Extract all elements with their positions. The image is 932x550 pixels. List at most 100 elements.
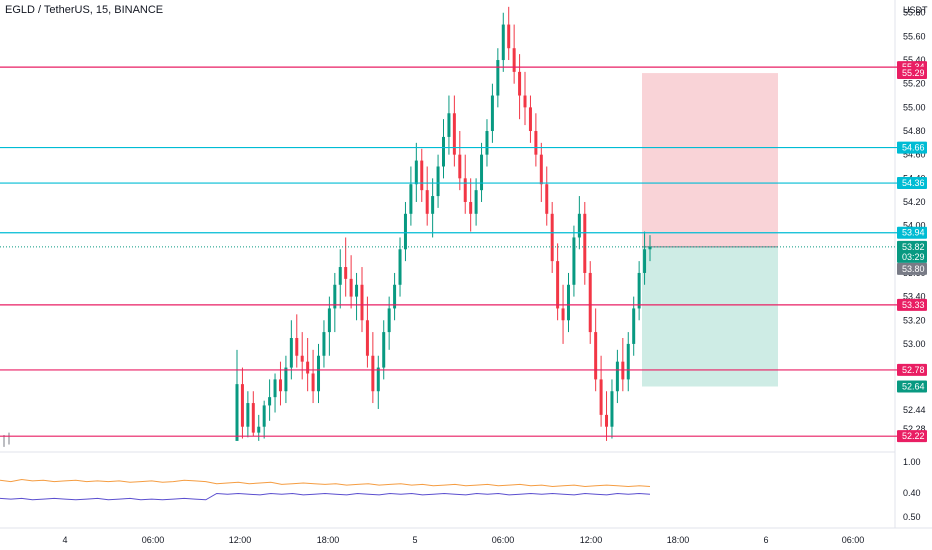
time-tick-label: 6 bbox=[763, 535, 768, 545]
candle-body bbox=[442, 136, 445, 167]
candle-body bbox=[485, 131, 489, 155]
price-axis[interactable]: 55.8055.6055.4055.2055.0054.8054.6054.40… bbox=[0, 8, 927, 443]
time-tick-label: 5 bbox=[412, 535, 417, 545]
price-tick-label: 54.00 bbox=[903, 221, 926, 231]
candle-body bbox=[632, 308, 636, 344]
candle-body bbox=[382, 332, 386, 368]
candle-body bbox=[246, 403, 250, 427]
time-tick-label: 12:00 bbox=[580, 535, 603, 545]
time-tick-label: 06:00 bbox=[492, 535, 515, 545]
candle-body bbox=[360, 284, 364, 321]
candle-body bbox=[327, 308, 331, 333]
level-price-tag: 52.78 bbox=[902, 365, 925, 375]
price-tick-label: 54.20 bbox=[903, 197, 926, 207]
candle-body bbox=[458, 154, 462, 179]
candle-body bbox=[588, 272, 592, 333]
stop-loss-zone bbox=[642, 73, 778, 247]
candle-body bbox=[240, 384, 244, 427]
candle-body bbox=[643, 249, 647, 273]
price-tick-label: 53.00 bbox=[903, 339, 926, 349]
chart-title: EGLD / TetherUS, 15, BINANCE bbox=[5, 4, 164, 16]
price-tick-label: 53.40 bbox=[903, 292, 926, 302]
horizontal-levels[interactable] bbox=[0, 66, 897, 437]
candle-body bbox=[414, 160, 418, 185]
level-price-tag: 53.33 bbox=[902, 300, 925, 310]
time-tick-label: 18:00 bbox=[317, 535, 340, 545]
level-price-tag: 53.94 bbox=[902, 228, 925, 238]
candle-body bbox=[490, 95, 494, 132]
candle-body bbox=[594, 332, 598, 380]
stop-price-tag-bg bbox=[897, 67, 927, 80]
candle-body bbox=[333, 284, 337, 309]
prev-close-tag: 53.80 bbox=[902, 264, 925, 274]
candle-body bbox=[365, 320, 369, 356]
candle-body bbox=[317, 355, 321, 392]
take-profit-zone bbox=[642, 246, 778, 387]
candle-body bbox=[278, 379, 282, 392]
time-tick-label: 18:00 bbox=[667, 535, 690, 545]
target-price-tag: 52.64 bbox=[902, 381, 925, 391]
candle-body bbox=[398, 249, 402, 285]
level-price-tag: 54.66 bbox=[902, 143, 925, 153]
candle-body bbox=[561, 308, 565, 321]
price-tick-label: 53.20 bbox=[903, 315, 926, 325]
candle-body bbox=[626, 343, 630, 380]
candle-body bbox=[480, 154, 484, 191]
price-tick-label: 52.44 bbox=[903, 405, 926, 415]
candle-body bbox=[289, 338, 293, 368]
candle-body bbox=[469, 201, 473, 214]
time-tick-label: 06:00 bbox=[842, 535, 865, 545]
candle-body bbox=[583, 213, 587, 273]
candle-body bbox=[577, 213, 581, 238]
candle-body bbox=[355, 284, 359, 297]
currency-label: USDT bbox=[903, 5, 928, 15]
candle-body bbox=[539, 154, 543, 185]
price-tick-label: 55.40 bbox=[903, 55, 926, 65]
candle-body bbox=[284, 367, 288, 392]
candle-body bbox=[431, 196, 435, 214]
level-price-tag-bg bbox=[897, 298, 927, 311]
price-tick-label: 54.60 bbox=[903, 150, 926, 160]
target-price-tag-bg bbox=[897, 380, 927, 393]
time-tick-label: 06:00 bbox=[142, 535, 165, 545]
candle-body bbox=[534, 131, 538, 155]
position-zones bbox=[642, 73, 778, 387]
candle-body bbox=[322, 332, 326, 356]
candle-body bbox=[306, 361, 310, 374]
candle-body bbox=[393, 284, 397, 309]
candle-body bbox=[512, 48, 516, 72]
indicator-tick-label: 0.40 bbox=[903, 488, 921, 498]
time-axis[interactable]: 4 06:00 12:00 18:00 5 06:00 12:00 18:00 6 06:00 bbox=[62, 535, 864, 545]
candle-body bbox=[518, 71, 522, 96]
candle-body bbox=[403, 213, 407, 250]
candle-body bbox=[452, 113, 456, 155]
candle-body bbox=[463, 178, 467, 202]
candle-body bbox=[496, 60, 500, 96]
candle-body bbox=[300, 355, 304, 362]
candle-body bbox=[610, 391, 614, 427]
candle-body bbox=[387, 308, 391, 333]
level-price-tag-bg bbox=[897, 363, 927, 376]
candle-body bbox=[637, 272, 641, 309]
price-tick-label: 54.80 bbox=[903, 126, 926, 136]
candle-body bbox=[257, 426, 261, 433]
candle-body bbox=[425, 190, 429, 214]
candle-body bbox=[501, 24, 505, 61]
candle-body bbox=[349, 278, 353, 297]
candle-body bbox=[235, 384, 239, 441]
candle-body bbox=[376, 367, 380, 392]
time-tick-label: 4 bbox=[62, 535, 67, 545]
candle-body bbox=[436, 166, 440, 197]
candle-body bbox=[523, 95, 527, 108]
stop-price-tag: 55.29 bbox=[902, 68, 925, 78]
candle-body bbox=[550, 213, 554, 262]
candle-body bbox=[295, 338, 299, 356]
indicator-tick-label: 0.50 bbox=[903, 512, 921, 522]
candle-body bbox=[605, 414, 609, 427]
price-tick-label: 55.60 bbox=[903, 31, 926, 41]
candle-body bbox=[409, 184, 413, 214]
price-grid bbox=[0, 0, 932, 529]
candle-body bbox=[545, 184, 549, 214]
candle-body bbox=[556, 261, 560, 309]
